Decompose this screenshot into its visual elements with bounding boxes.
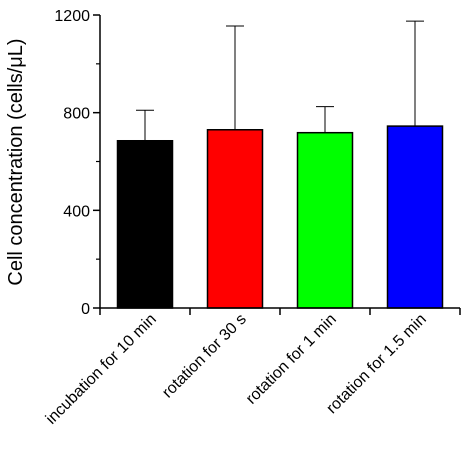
bar [206, 129, 264, 309]
x-category-label: incubation for 10 min [43, 311, 160, 428]
x-category-label: rotation for 30 s [159, 311, 250, 402]
y-tick-label: 0 [81, 301, 90, 318]
bars [116, 125, 444, 309]
x-category-label: rotation for 1 min [243, 311, 340, 408]
bar [296, 131, 354, 309]
y-tick-label: 1200 [54, 8, 90, 25]
y-tick-label: 800 [63, 106, 90, 123]
x-ticks: incubation for 10 min rotation for 30 sro… [43, 308, 461, 428]
error-bars [136, 20, 424, 141]
y-tick-label: 400 [63, 203, 90, 220]
y-axis-label: Cell concentration (cells/μL) [5, 38, 27, 285]
y-ticks: 0 400 800 1200 [54, 8, 100, 318]
bar [386, 125, 444, 309]
x-category-label: rotation for 1.5 min [323, 311, 429, 417]
bar [116, 139, 174, 309]
